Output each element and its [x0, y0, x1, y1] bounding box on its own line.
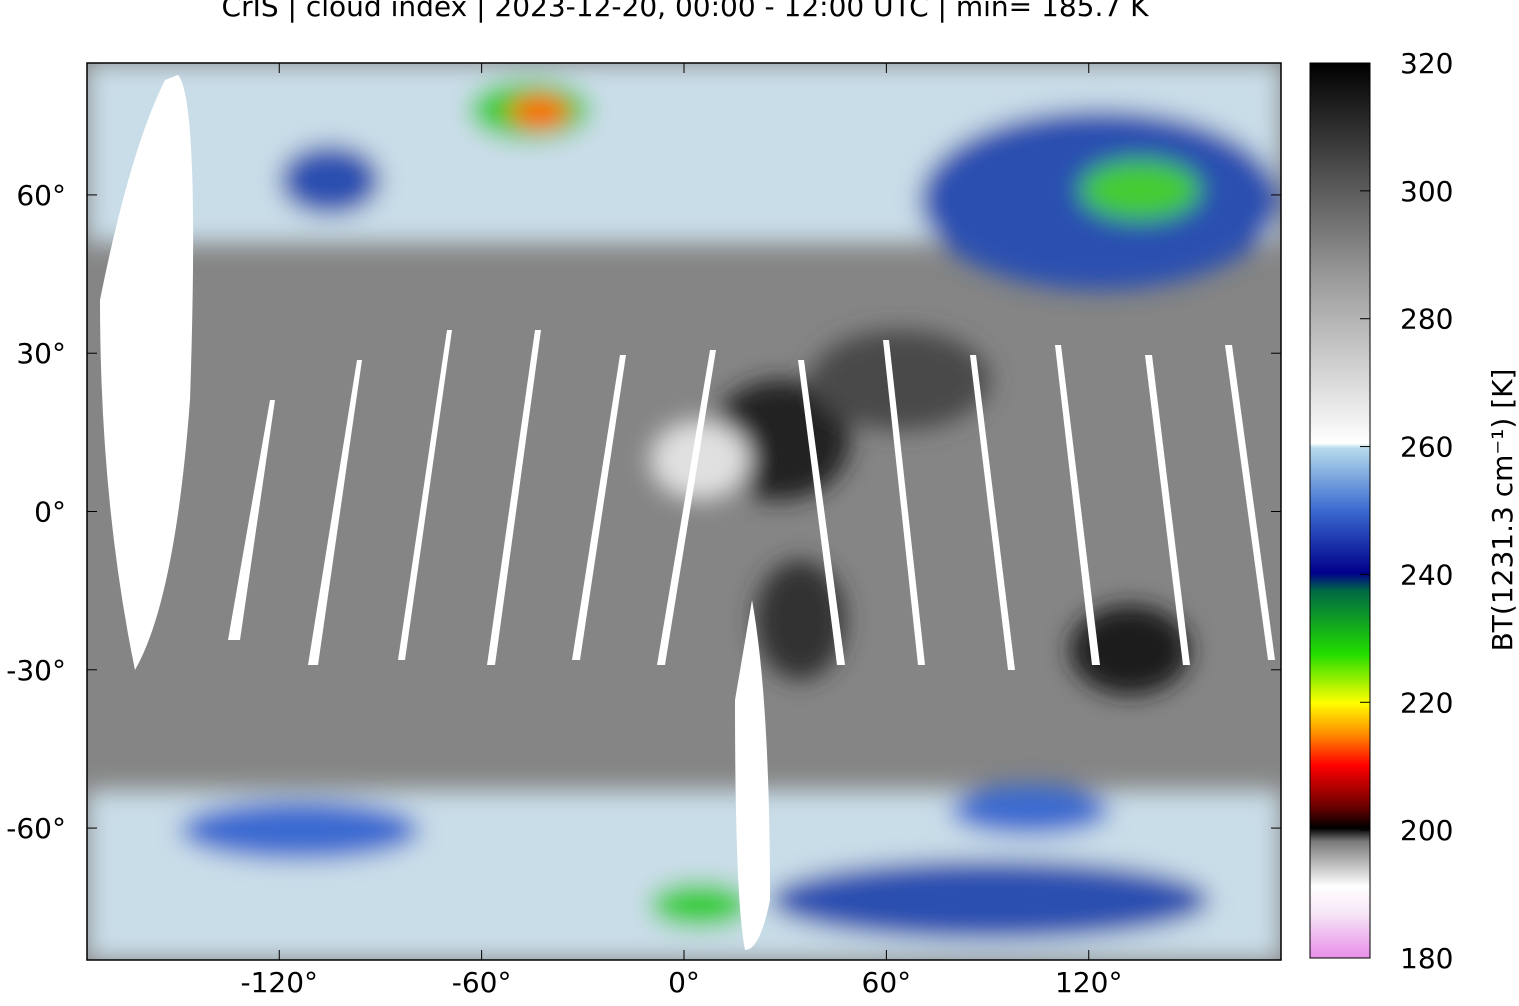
colorbar-tick-label: 180 — [1400, 942, 1453, 975]
colorbar-tick-label: 260 — [1400, 431, 1453, 464]
colorbar-tick-label: 240 — [1400, 558, 1453, 591]
colorbar-tick-label: 280 — [1400, 303, 1453, 336]
x-tick-label: 120° — [1055, 966, 1122, 999]
colorbar-tick-label: 220 — [1400, 686, 1453, 719]
y-tick-label: -30° — [6, 654, 66, 687]
y-tick-label: 0° — [34, 496, 66, 529]
x-tick-label: -120° — [240, 966, 318, 999]
map-image — [87, 63, 1281, 960]
colorbar-tick-label: 200 — [1400, 814, 1453, 847]
y-tick-label: 30° — [16, 337, 66, 370]
x-tick-label: 0° — [668, 966, 700, 999]
chart-title: CrIS | cloud index | 2023-12-20, 00:00 -… — [222, 0, 1150, 23]
colorbar-label: BT(1231.3 cm⁻¹) [K] — [1486, 369, 1519, 652]
colorbar-tick-label: 320 — [1400, 47, 1453, 80]
x-tick-label: 60° — [862, 966, 912, 999]
colorbar-tick-label: 300 — [1400, 175, 1453, 208]
x-tick-label: -60° — [452, 966, 512, 999]
y-tick-label: -60° — [6, 812, 66, 845]
y-tick-label: 60° — [16, 179, 66, 212]
colorbar — [1309, 62, 1371, 959]
